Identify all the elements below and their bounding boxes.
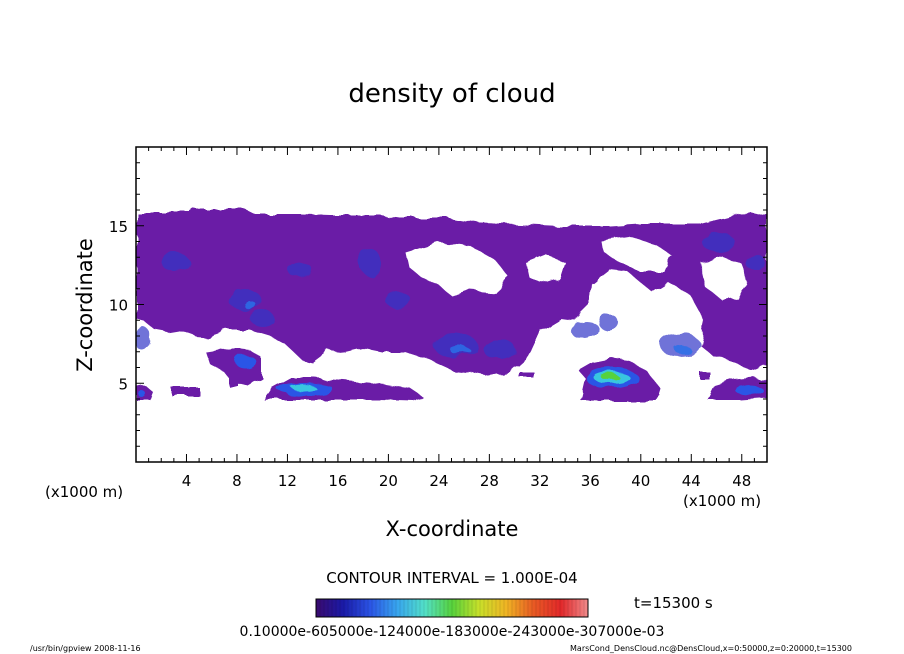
cloud-field — [136, 209, 767, 401]
x-tick-label: 32 — [530, 472, 549, 490]
plot-area — [136, 147, 767, 462]
x-tick-label: 12 — [278, 472, 297, 490]
x-tick-label: 20 — [379, 472, 398, 490]
x-tick-label: 48 — [732, 472, 751, 490]
contour-interval-text: CONTOUR INTERVAL = 1.000E-04 — [326, 569, 577, 587]
chart-title: density of cloud — [348, 79, 555, 109]
colorbar — [315, 598, 589, 618]
cloud-specks — [172, 240, 710, 396]
x-axis-label: X-coordinate — [386, 517, 519, 541]
x-tick-label: 28 — [480, 472, 499, 490]
clear-gap — [640, 292, 684, 320]
clear-gap — [700, 256, 748, 300]
time-text: t=15300 s — [634, 594, 713, 612]
x-tick-label: 16 — [328, 472, 347, 490]
y-tick-label: 10 — [109, 297, 128, 315]
clear-gap — [525, 254, 565, 284]
x-tick-label: 24 — [429, 472, 448, 490]
x-tick-label: 40 — [631, 472, 650, 490]
colorbar-stripes — [319, 599, 585, 617]
band1-peak — [291, 384, 315, 390]
x-tick-label: 8 — [232, 472, 242, 490]
upper-layer-highlights — [244, 301, 691, 354]
x-tick-label: 36 — [581, 472, 600, 490]
x-tick-label: 44 — [682, 472, 701, 490]
x-unit-label-right: (x1000 m) — [683, 492, 761, 510]
left-edge-core — [138, 391, 146, 397]
band3-core — [734, 384, 762, 394]
clear-gap — [600, 236, 672, 272]
y-tick-label: 15 — [109, 218, 128, 236]
clear-gap — [405, 242, 510, 296]
footer-right: MarsCond_DensCloud.nc@DensCloud,x=0:5000… — [570, 644, 852, 653]
y-axis-label: Z-coordinate — [73, 238, 97, 372]
axis-ticks — [135, 146, 768, 463]
band2-peak — [601, 374, 619, 380]
colorbar-fill — [316, 599, 588, 617]
colorbar-frame — [315, 598, 589, 618]
x-tick-label: 4 — [182, 472, 192, 490]
x-unit-label-left: (x1000 m) — [45, 483, 123, 501]
y-tick-label: 5 — [118, 375, 128, 393]
left-mid-core — [236, 355, 256, 369]
colorbar-tick-labels: 0.10000e-605000e-124000e-183000e-243000e… — [240, 624, 665, 640]
footer-left: /usr/bin/gpview 2008-11-16 — [30, 644, 141, 653]
